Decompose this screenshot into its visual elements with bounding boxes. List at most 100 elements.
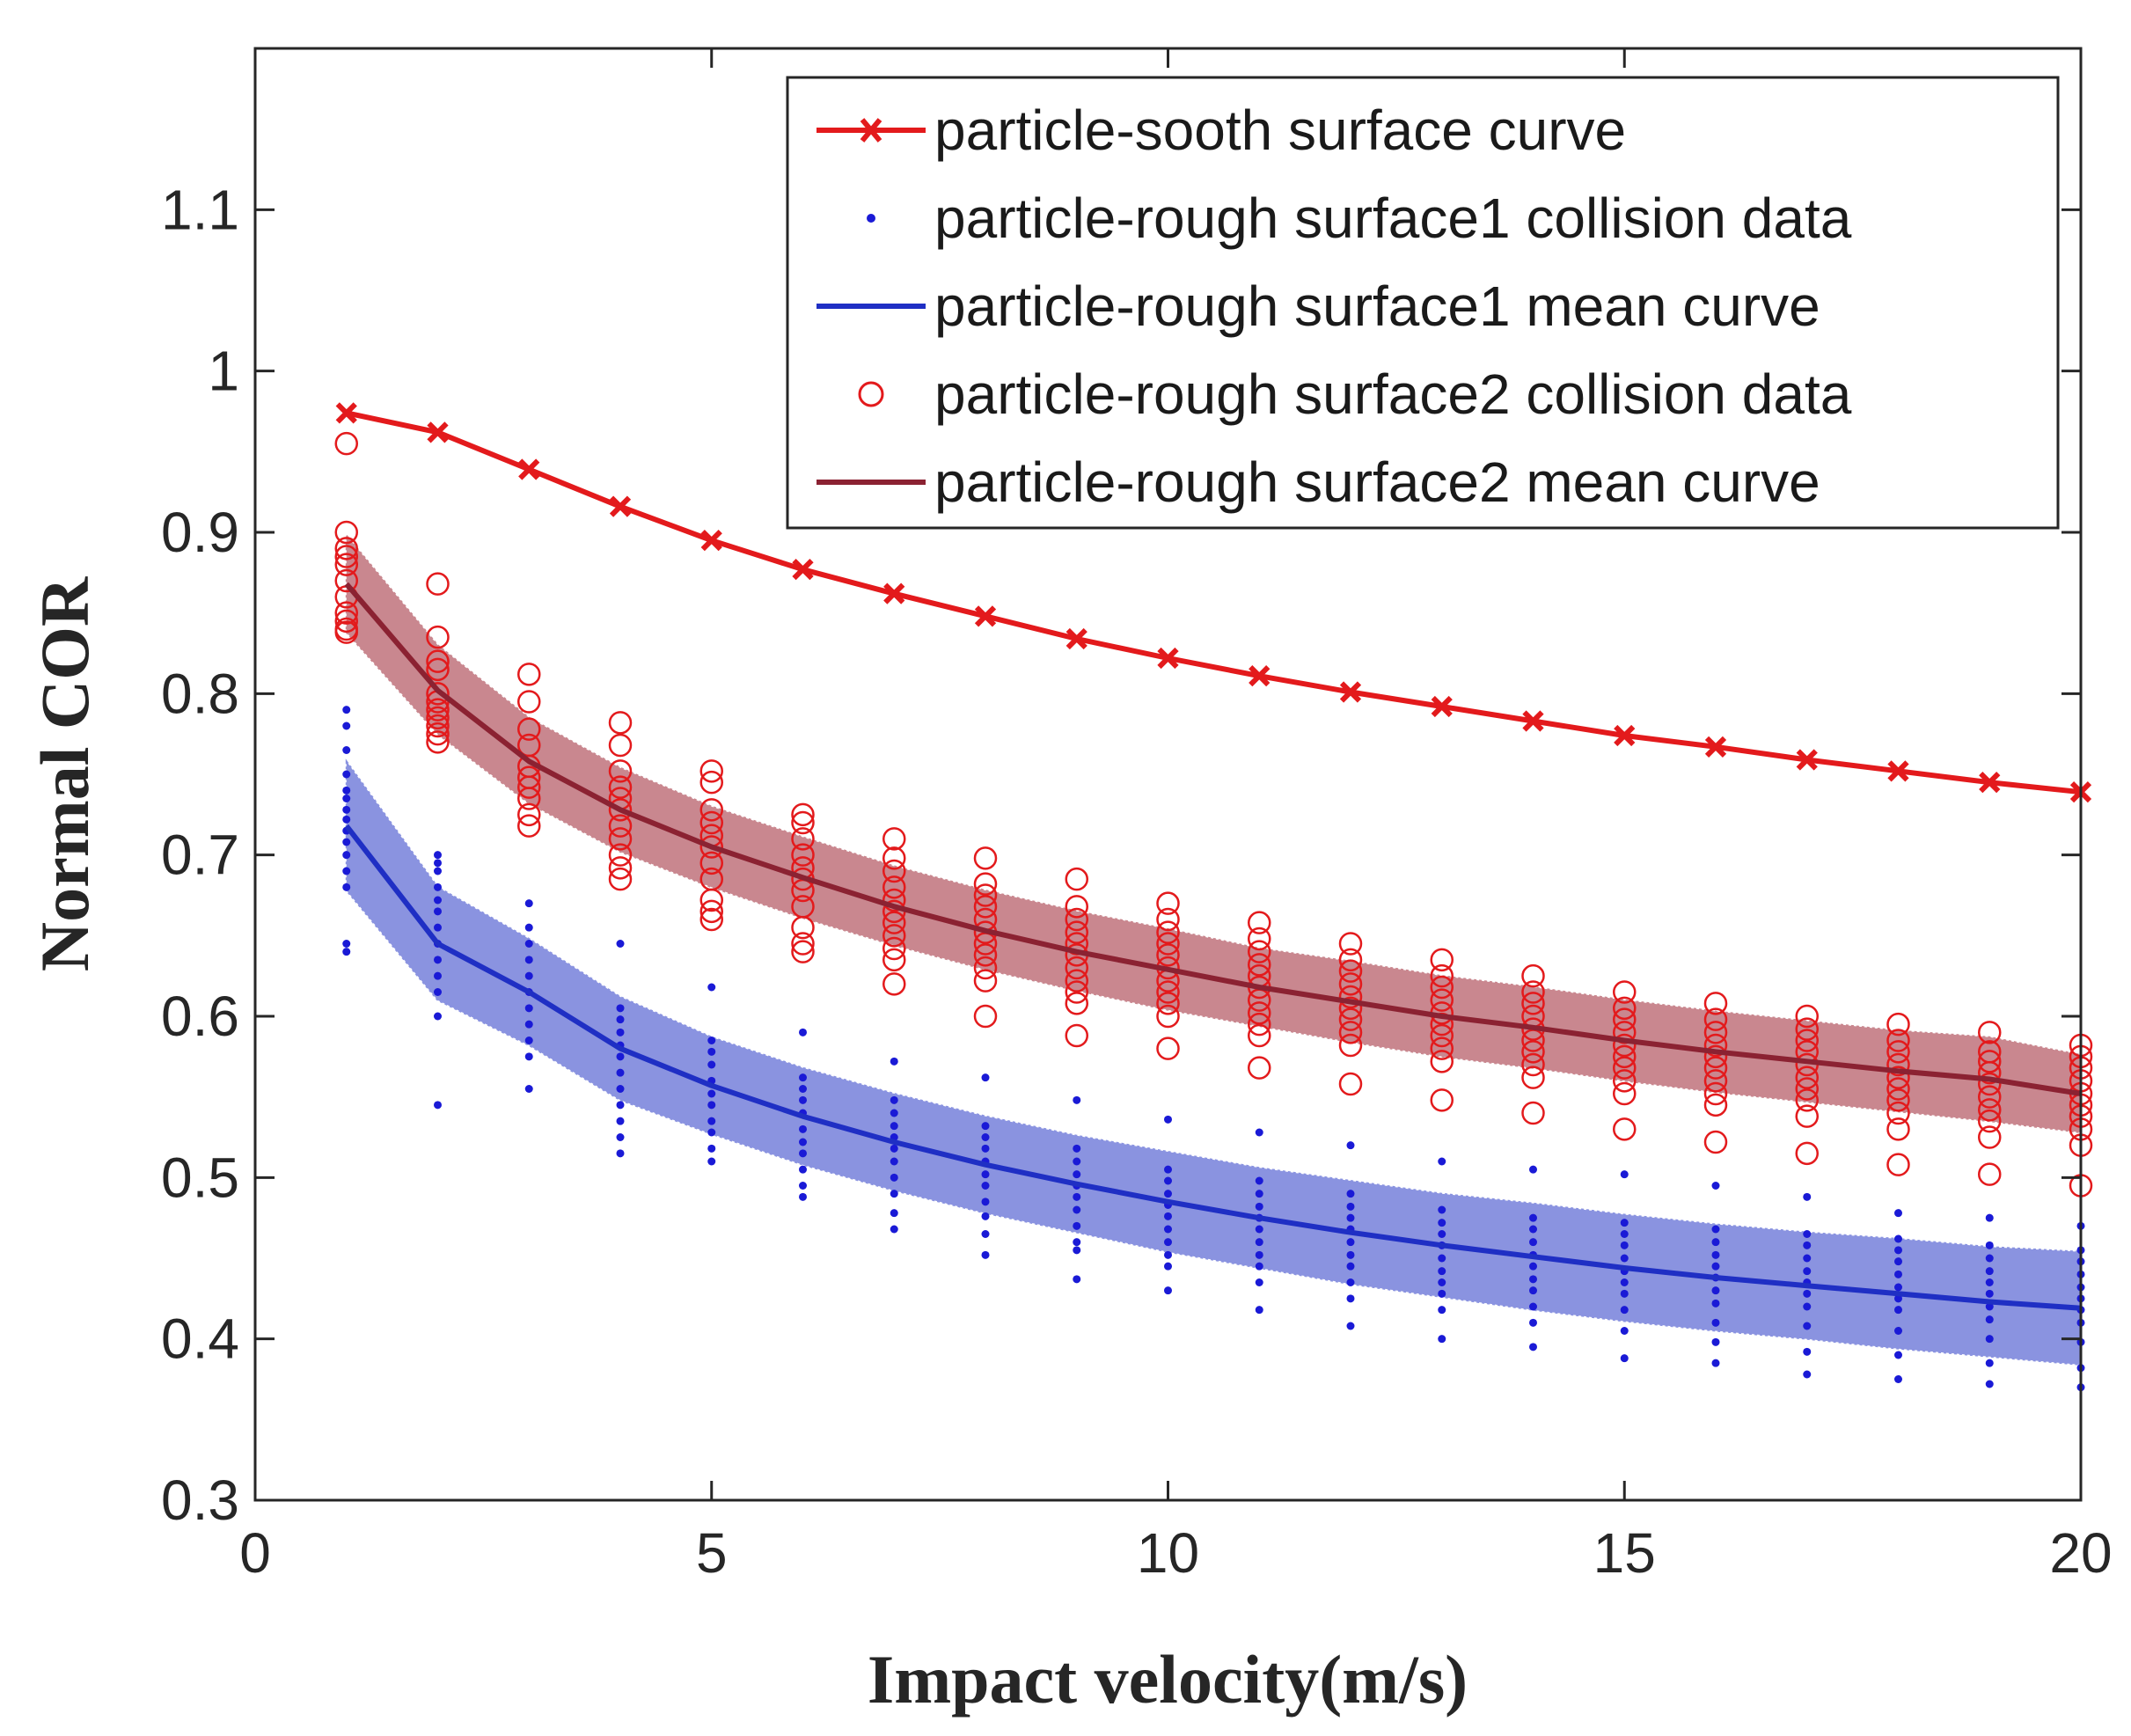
data-point-rough2 bbox=[973, 943, 998, 967]
data-point-rough2 bbox=[1248, 1001, 1271, 1025]
data-point-rough1 bbox=[1985, 1380, 1994, 1388]
data-point-rough2 bbox=[1065, 867, 1088, 891]
data-point-rough1 bbox=[707, 1089, 716, 1098]
data-point-rough1 bbox=[616, 1004, 625, 1013]
data-point-rough2 bbox=[1065, 907, 1088, 932]
data-point-rough2 bbox=[608, 711, 633, 735]
data-point-rough2 bbox=[1978, 1021, 2002, 1044]
data-point-rough2 bbox=[882, 911, 906, 934]
data-point-rough1 bbox=[1711, 1262, 1720, 1271]
data-point-rough2 bbox=[426, 730, 450, 754]
data-point-rough1 bbox=[1529, 1213, 1537, 1222]
data-point-rough1 bbox=[342, 948, 351, 956]
y-tick-label: 0.6 bbox=[161, 985, 239, 1048]
data-point-rough1 bbox=[1346, 1322, 1355, 1330]
data-point-rough2 bbox=[1248, 940, 1271, 963]
data-point-rough1 bbox=[524, 956, 533, 964]
data-point-rough1 bbox=[1255, 1128, 1263, 1137]
data-point-rough1 bbox=[616, 1133, 625, 1141]
data-point-rough2 bbox=[1978, 1072, 2002, 1096]
data-point-rough1 bbox=[616, 1028, 625, 1036]
data-point-rough2 bbox=[426, 682, 450, 706]
data-point-rough2 bbox=[1248, 1056, 1271, 1080]
data-point-rough2 bbox=[334, 545, 358, 568]
data-point-rough1 bbox=[1894, 1257, 1902, 1266]
data-point-rough2 bbox=[1430, 1036, 1454, 1060]
data-point-rough1 bbox=[799, 1073, 807, 1082]
data-point-rough2 bbox=[1156, 907, 1180, 932]
data-point-rough1 bbox=[707, 1101, 716, 1110]
data-point-rough1 bbox=[1620, 1170, 1629, 1179]
data-point-rough2 bbox=[426, 722, 450, 746]
data-point-rough1 bbox=[799, 1165, 807, 1174]
data-point-rough2 bbox=[1886, 1040, 1910, 1064]
data-point-rough2 bbox=[1065, 992, 1088, 1015]
data-point-rough1 bbox=[1438, 1219, 1446, 1227]
data-point-rough1 bbox=[1620, 1327, 1629, 1335]
data-point-rough2 bbox=[517, 787, 541, 810]
data-point-rough1 bbox=[342, 805, 351, 814]
data-point-rough2 bbox=[699, 759, 723, 783]
data-point-rough1 bbox=[524, 940, 533, 948]
data-point-rough1 bbox=[616, 1101, 625, 1110]
data-point-rough1 bbox=[799, 1182, 807, 1190]
data-point-rough1 bbox=[707, 1047, 716, 1056]
data-point-rough2 bbox=[1795, 1004, 1819, 1029]
data-point-rough2 bbox=[1430, 1050, 1454, 1073]
data-point-rough1 bbox=[342, 838, 351, 846]
data-point-rough1 bbox=[1620, 1278, 1629, 1286]
data-point-rough2 bbox=[699, 851, 723, 875]
data-point-rough2 bbox=[1613, 1069, 1637, 1093]
data-point-rough1 bbox=[434, 883, 442, 891]
data-point-rough2 bbox=[1338, 985, 1363, 1009]
data-point-rough2 bbox=[882, 827, 906, 851]
data-point-rough1 bbox=[1073, 1157, 1081, 1166]
data-point-rough1 bbox=[890, 1173, 898, 1182]
data-point-rough1 bbox=[1073, 1205, 1081, 1214]
data-point-rough2 bbox=[517, 717, 541, 741]
legend-entry-smooth-curve: particle-sooth surface curve bbox=[817, 99, 1626, 162]
data-point-rough1 bbox=[1529, 1165, 1537, 1174]
data-point-rough1 bbox=[1529, 1262, 1537, 1271]
data-point-rough2 bbox=[1065, 1023, 1088, 1048]
data-point-rough2 bbox=[1703, 1130, 1728, 1154]
data-point-rough1 bbox=[1803, 1267, 1812, 1276]
data-point-rough1 bbox=[1529, 1286, 1537, 1295]
data-point-rough2 bbox=[699, 770, 723, 795]
data-point-rough2 bbox=[1613, 1007, 1637, 1031]
data-point-rough1 bbox=[1529, 1318, 1537, 1327]
data-point-rough1 bbox=[1438, 1254, 1446, 1263]
data-point-rough2 bbox=[1613, 1117, 1637, 1141]
data-point-rough1 bbox=[981, 1133, 990, 1141]
y-tick-label: 0.3 bbox=[161, 1469, 239, 1532]
data-point-rough1 bbox=[981, 1122, 990, 1131]
data-point-rough1 bbox=[1711, 1182, 1720, 1190]
data-point-rough2 bbox=[1521, 992, 1545, 1015]
data-point-rough1 bbox=[1073, 1095, 1081, 1104]
x-marker-point bbox=[700, 530, 722, 552]
data-point-rough2 bbox=[1521, 1040, 1545, 1064]
data-point-rough1 bbox=[1985, 1289, 1994, 1298]
data-point-rough1 bbox=[434, 859, 442, 868]
data-point-rough1 bbox=[981, 1073, 990, 1082]
data-point-rough2 bbox=[791, 827, 815, 851]
data-point-rough1 bbox=[799, 1095, 807, 1104]
data-point-rough2 bbox=[699, 798, 723, 822]
data-point-rough1 bbox=[1073, 1144, 1081, 1153]
data-point-rough2 bbox=[608, 827, 633, 851]
data-point-rough2 bbox=[1613, 1044, 1637, 1069]
x-marker-point bbox=[1066, 627, 1087, 650]
data-point-rough1 bbox=[434, 971, 442, 980]
data-point-rough1 bbox=[707, 1036, 716, 1044]
data-point-rough2 bbox=[973, 956, 998, 980]
data-point-rough2 bbox=[699, 835, 723, 859]
data-point-rough2 bbox=[517, 802, 541, 827]
data-point-rough2 bbox=[1065, 895, 1088, 919]
data-point-rough1 bbox=[1164, 1225, 1172, 1234]
legend-entry-rough2-data: particle-rough surface2 collision data bbox=[858, 363, 1852, 426]
data-point-rough1 bbox=[342, 770, 351, 779]
data-point-rough1 bbox=[1255, 1202, 1263, 1211]
data-point-rough1 bbox=[981, 1144, 990, 1153]
y-tick-label: 0.8 bbox=[161, 662, 239, 725]
data-point-rough2 bbox=[1248, 1023, 1271, 1048]
